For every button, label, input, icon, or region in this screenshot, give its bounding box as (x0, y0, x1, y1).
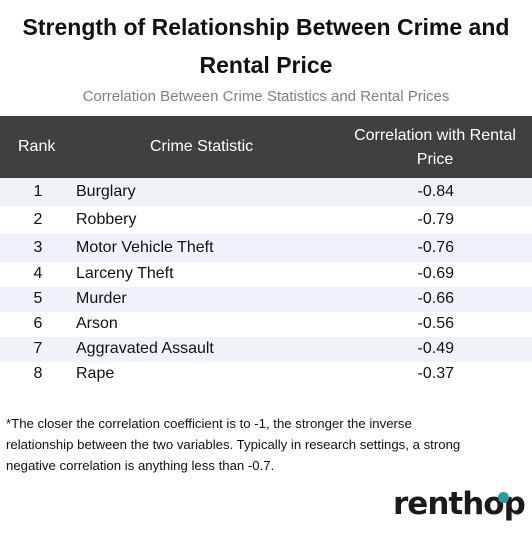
footnote-line-1: *The closer the correlation coefficient … (6, 416, 412, 431)
correlation-cell: -0.56 (417, 315, 454, 332)
crime-statistic-cell: Robbery (76, 211, 137, 228)
footnote-line-3: negative correlation is anything less th… (6, 458, 275, 473)
footnote-line-2: relationship between the two variables. … (6, 437, 461, 452)
rank-cell: 1 (33, 183, 43, 200)
table-row: 2 Robbery -0.79 (0, 206, 532, 234)
crime-statistic-cell: Arson (76, 315, 118, 332)
correlation-cell: -0.79 (417, 211, 454, 228)
column-header-correlation-line-1: Correlation with Rental (354, 127, 516, 144)
page-title: Strength of Relationship Between Crime a… (0, 8, 532, 84)
logo-accent-dot (498, 492, 509, 503)
crime-statistic-cell: Larceny Theft (76, 265, 174, 282)
rank-cell: 8 (33, 365, 43, 382)
correlation-cell: -0.84 (417, 183, 454, 200)
crime-statistic-cell: Murder (76, 290, 127, 307)
column-header-correlation: Correlation with Rental Price (330, 124, 532, 172)
column-header-crime-statistic: Crime Statistic (150, 138, 254, 155)
rank-cell: 2 (33, 211, 43, 228)
rank-cell: 7 (33, 340, 43, 357)
crime-statistic-cell: Aggravated Assault (76, 340, 214, 357)
table-header: Rank Crime Statistic Correlation with Re… (0, 116, 532, 178)
rank-cell: 4 (33, 265, 43, 282)
footnote: *The closer the correlation coefficient … (6, 413, 526, 476)
column-header-correlation-line-2: Price (416, 151, 454, 168)
table-row: 3 Motor Vehicle Theft -0.76 (0, 234, 532, 262)
crime-statistic-cell: Motor Vehicle Theft (76, 239, 214, 256)
correlation-cell: -0.76 (417, 239, 454, 256)
column-header-rank: Rank (18, 138, 56, 155)
crime-statistic-cell: Rape (76, 365, 115, 382)
correlation-cell: -0.37 (417, 365, 454, 382)
table-row: 7 Aggravated Assault -0.49 (0, 337, 532, 362)
table-body: 1 Burglary -0.84 2 Robbery -0.79 3 Motor… (0, 178, 532, 387)
table-row: 5 Murder -0.66 (0, 287, 532, 312)
table-row: 6 Arson -0.56 (0, 312, 532, 337)
rank-cell: 5 (33, 290, 43, 307)
rank-cell: 6 (33, 315, 43, 332)
table-row: 1 Burglary -0.84 (0, 178, 532, 206)
correlation-cell: -0.49 (417, 340, 454, 357)
correlation-cell: -0.69 (417, 265, 454, 282)
correlation-cell: -0.66 (417, 290, 454, 307)
table-row: 8 Rape -0.37 (0, 362, 532, 387)
table-row: 4 Larceny Theft -0.69 (0, 262, 532, 287)
page-subtitle: Correlation Between Crime Statistics and… (82, 88, 450, 105)
title-line-1: Strength of Relationship Between Crime a… (22, 14, 510, 40)
crime-statistic-cell: Burglary (76, 183, 136, 200)
title-line-2: Rental Price (199, 52, 333, 78)
rank-cell: 3 (33, 239, 43, 256)
